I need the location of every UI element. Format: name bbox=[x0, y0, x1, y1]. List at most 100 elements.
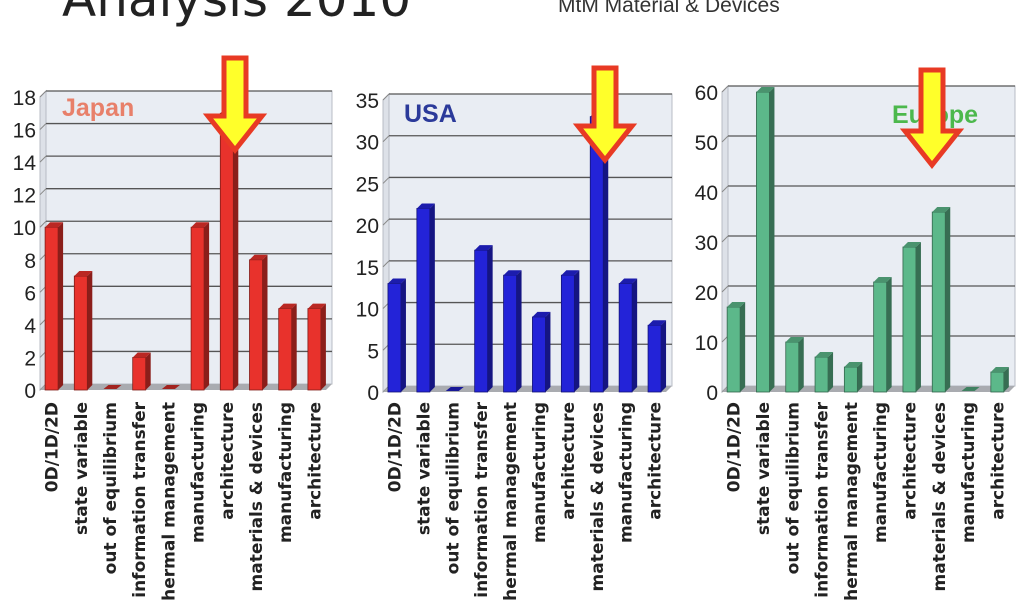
tick-mark bbox=[39, 155, 47, 163]
tick-mark bbox=[721, 235, 729, 243]
x-tick-label: thermal management bbox=[159, 402, 179, 600]
tick-mark bbox=[39, 220, 47, 228]
bar-top bbox=[785, 337, 804, 342]
bar-side bbox=[429, 203, 435, 392]
y-tick-label: 4 bbox=[24, 315, 36, 338]
bar-side bbox=[574, 270, 580, 392]
bar-side bbox=[886, 277, 892, 392]
x-tick-label: manufacturing bbox=[530, 402, 550, 543]
bar-top bbox=[503, 270, 522, 276]
bar-side bbox=[400, 278, 406, 392]
tick-mark bbox=[39, 188, 47, 196]
bar-front bbox=[990, 371, 1005, 393]
bar-top bbox=[902, 242, 921, 247]
bar-top bbox=[103, 385, 122, 389]
bar-front bbox=[726, 306, 741, 393]
highlight-arrow-icon bbox=[572, 65, 638, 165]
y-tick-label: 60 bbox=[695, 82, 718, 105]
bar-top bbox=[161, 385, 180, 389]
bar-side bbox=[262, 254, 268, 390]
bar bbox=[44, 222, 64, 391]
y-tick-label: 0 bbox=[367, 382, 379, 405]
y-tick-label: 5 bbox=[367, 340, 379, 363]
x-tick-label: 0D/1D/2D bbox=[43, 402, 63, 492]
y-tick-label: 14 bbox=[13, 152, 37, 175]
bar-front bbox=[307, 308, 322, 391]
bar-side bbox=[487, 245, 493, 392]
x-tick-label: thermal management bbox=[842, 402, 862, 600]
bar-top bbox=[844, 362, 863, 367]
highlight-arrow-icon bbox=[899, 67, 965, 170]
bar-side bbox=[769, 87, 775, 392]
x-tick-label: state variable bbox=[414, 402, 434, 535]
bar bbox=[873, 277, 892, 393]
page-title: Analysis 2010 bbox=[62, 0, 411, 28]
bar bbox=[990, 367, 1009, 393]
x-tick-label: architecture bbox=[900, 402, 920, 520]
bar bbox=[190, 222, 210, 391]
x-tick-label: out of equilibrium bbox=[101, 402, 121, 574]
bar-top bbox=[756, 87, 775, 92]
bar-top bbox=[648, 320, 667, 326]
bar-side bbox=[798, 337, 804, 392]
bar bbox=[278, 303, 297, 391]
tick-mark bbox=[39, 90, 47, 98]
bar-top bbox=[961, 387, 980, 391]
x-tick-label: manufacturing bbox=[959, 402, 979, 543]
bar-top bbox=[416, 203, 435, 209]
bar-side bbox=[857, 362, 863, 392]
bar-top bbox=[307, 303, 326, 309]
bar-front bbox=[249, 259, 263, 391]
y-tick-label: 35 bbox=[356, 90, 379, 113]
bar bbox=[843, 362, 863, 393]
bar-front bbox=[190, 226, 205, 391]
x-tick-label: thermal management bbox=[501, 402, 521, 600]
bar-top bbox=[387, 278, 406, 284]
x-tick-label: manufacturing bbox=[871, 402, 891, 543]
chart-title: USA bbox=[404, 100, 457, 128]
x-tick-label: architecture bbox=[646, 402, 666, 520]
y-tick-label: 20 bbox=[695, 282, 718, 305]
bar-side bbox=[145, 352, 151, 390]
tick-mark bbox=[721, 135, 729, 143]
y-tick-label: 40 bbox=[695, 182, 718, 205]
bar-side bbox=[516, 270, 522, 392]
y-tick-label: 20 bbox=[356, 215, 379, 238]
bar bbox=[785, 337, 804, 393]
tick-mark bbox=[382, 218, 390, 226]
x-tick-label: 0D/1D/2D bbox=[725, 402, 745, 492]
bar-front bbox=[647, 324, 662, 393]
y-tick-label: 16 bbox=[13, 120, 36, 143]
x-tick-label: state variable bbox=[72, 402, 92, 535]
x-tick-label: information transfer bbox=[130, 401, 150, 597]
bar-front bbox=[132, 357, 147, 391]
bar bbox=[103, 385, 122, 389]
bar-side bbox=[233, 108, 239, 391]
bar-front bbox=[902, 246, 917, 393]
bar-top bbox=[532, 311, 551, 317]
y-tick-label: 8 bbox=[24, 250, 36, 273]
y-tick-label: 50 bbox=[695, 132, 718, 155]
bar-front bbox=[931, 211, 946, 393]
x-tick-label: manufacturing bbox=[189, 402, 209, 543]
bar-top bbox=[191, 222, 210, 228]
x-tick-label: out of equilibrium bbox=[783, 402, 803, 574]
y-tick-label: 15 bbox=[356, 257, 379, 280]
bar-front bbox=[814, 356, 829, 393]
y-tick-label: 0 bbox=[24, 380, 36, 403]
bar-front bbox=[618, 283, 633, 393]
bar-top bbox=[249, 254, 268, 260]
bar-front bbox=[873, 281, 888, 393]
x-tick-label: materials & devices bbox=[247, 402, 267, 591]
bar-top bbox=[727, 302, 746, 307]
x-tick-label: architecture bbox=[218, 402, 238, 520]
bar-front bbox=[474, 249, 489, 393]
bar bbox=[560, 270, 580, 393]
x-tick-label: 0D/1D/2D bbox=[385, 402, 405, 492]
tick-mark bbox=[382, 260, 390, 268]
bar-front bbox=[532, 316, 546, 393]
y-tick-label: 6 bbox=[24, 282, 36, 305]
bar-top bbox=[932, 207, 951, 212]
bar bbox=[618, 278, 638, 393]
